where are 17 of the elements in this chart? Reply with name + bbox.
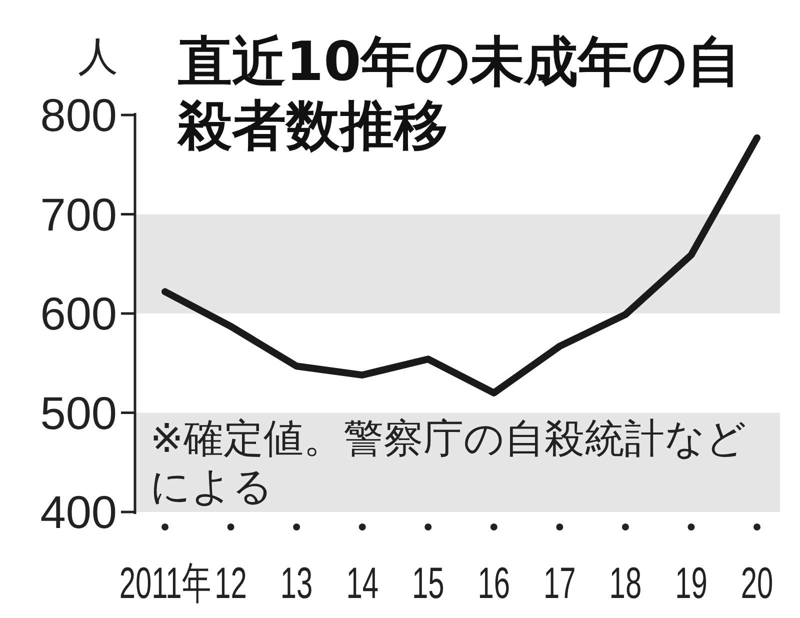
- x-tick-label: 16: [478, 558, 510, 608]
- x-tick-label: 13: [280, 558, 313, 608]
- x-tick-label: 12: [214, 558, 247, 608]
- y-tick-label: 700: [40, 188, 117, 240]
- y-tick-label: 600: [40, 288, 117, 340]
- y-tick-label: 500: [40, 386, 117, 439]
- chart-title: 直近10年の未成年の自殺者数推移: [176, 30, 742, 157]
- x-tick-label: 20: [740, 558, 774, 608]
- y-axis-title: 人: [78, 34, 118, 80]
- x-tick-label: 17: [544, 558, 576, 608]
- x-tick-label: 18: [609, 558, 642, 608]
- x-tick-label: 2011年: [119, 558, 211, 608]
- x-tick-label: 14: [346, 558, 378, 608]
- y-tick-label: 400: [40, 486, 117, 538]
- x-tick-label: 19: [675, 558, 708, 608]
- x-tick-label: 15: [412, 558, 444, 608]
- y-tick-label: 800: [40, 89, 117, 141]
